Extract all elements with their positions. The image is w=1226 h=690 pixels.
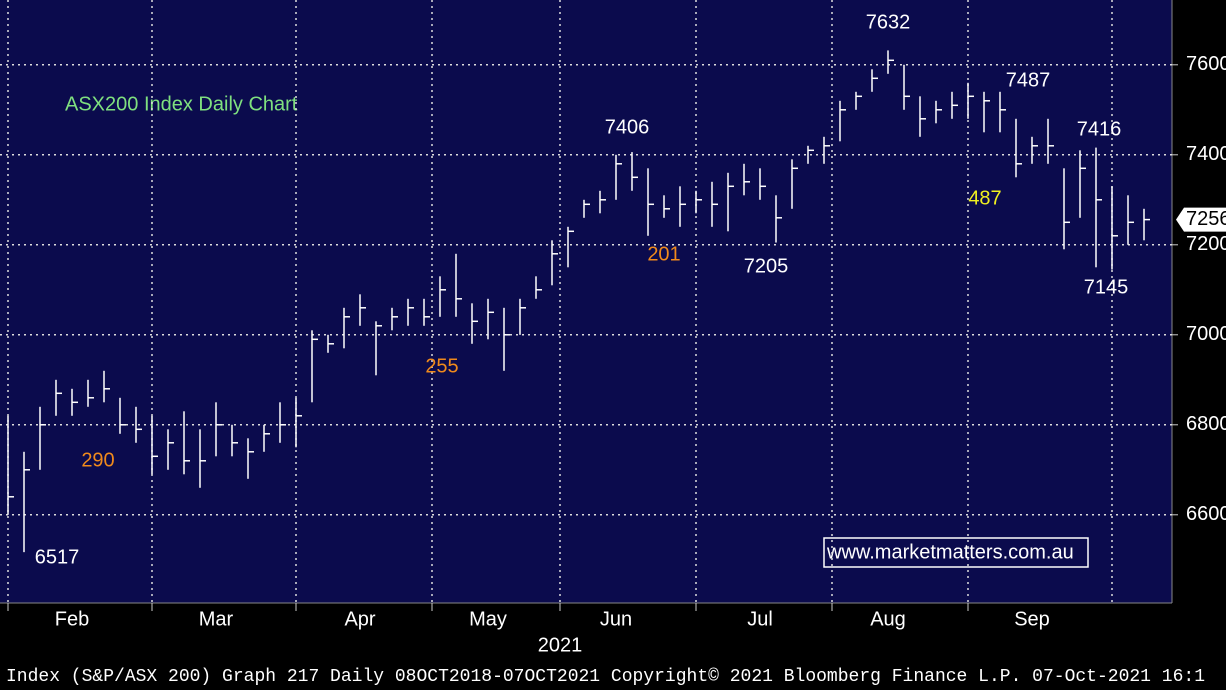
y-tick-label: 7400 <box>1186 143 1226 165</box>
x-tick-label: Feb <box>55 608 89 630</box>
annotation: 7205 <box>744 255 789 277</box>
last-value-label: 7256 <box>1186 208 1226 230</box>
x-tick-label: Sep <box>1014 608 1050 630</box>
watermark: www.marketmatters.com.au <box>826 541 1074 563</box>
footer: Index (S&P/ASX 200) Graph 217 Daily 08OC… <box>6 667 1205 687</box>
annotation: 7487 <box>1006 69 1051 91</box>
annotation: 255 <box>425 355 458 377</box>
x-tick-label: Jun <box>600 608 632 630</box>
annotation: 7145 <box>1084 276 1129 298</box>
plot-area <box>0 0 1172 603</box>
year-label: 2021 <box>538 634 583 656</box>
x-tick-label: Mar <box>199 608 234 630</box>
x-tick-label: May <box>469 608 507 630</box>
x-tick-label: Aug <box>870 608 906 630</box>
annotation: 7632 <box>866 11 911 33</box>
annotation: 201 <box>647 243 680 265</box>
annotation: 7416 <box>1077 118 1122 140</box>
last-value-marker <box>1176 207 1226 232</box>
chart-title: ASX200 Index Daily Chart <box>65 93 298 115</box>
x-tick-label: Apr <box>344 608 375 630</box>
annotation: 487 <box>968 187 1001 209</box>
y-tick-label: 7000 <box>1186 323 1226 345</box>
y-tick-label: 6600 <box>1186 503 1226 525</box>
footer-bar <box>0 660 1226 690</box>
watermark-box <box>823 537 1089 568</box>
y-tick-label: 6800 <box>1186 413 1226 435</box>
annotation: 290 <box>81 449 114 471</box>
x-tick-label: Jul <box>747 608 773 630</box>
y-tick-label: 7600 <box>1186 53 1226 75</box>
annotation: 6517 <box>35 546 80 568</box>
annotation: 7406 <box>605 116 650 138</box>
y-tick-label: 7200 <box>1186 233 1226 255</box>
